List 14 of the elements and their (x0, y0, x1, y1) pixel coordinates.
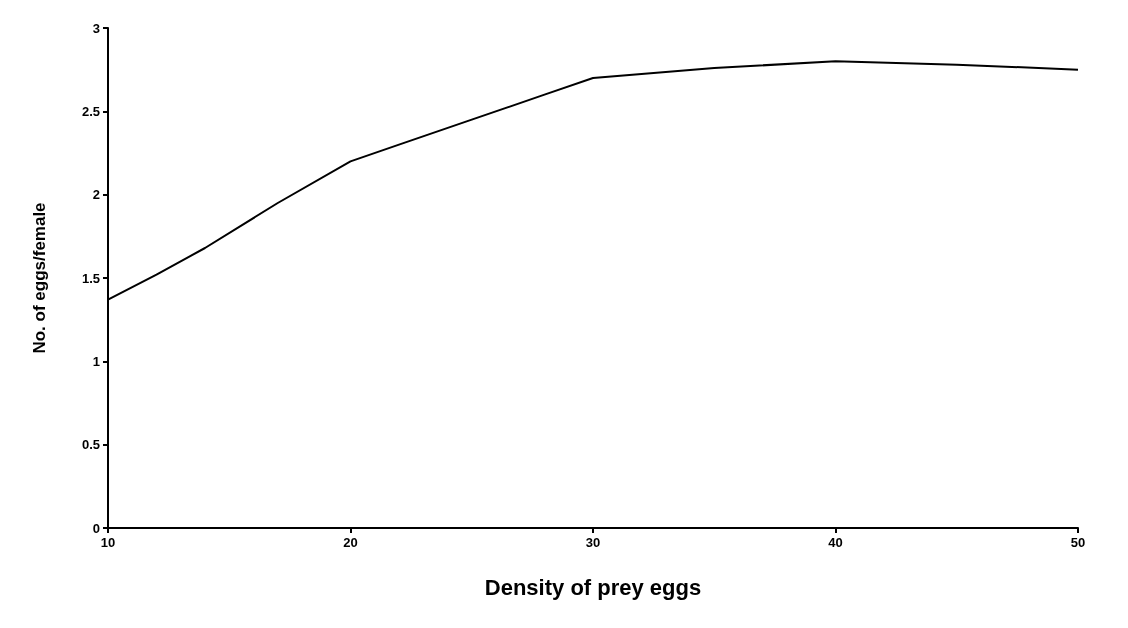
y-axis-title: No. of eggs/female (30, 202, 49, 354)
x-axis-title: Density of prey eggs (484, 574, 702, 600)
y-tick-label: 2.5 (81, 103, 100, 119)
x-tick-label: 10 (100, 535, 116, 550)
x-tick-label: 50 (1070, 535, 1086, 550)
x-tick-label: 30 (585, 535, 601, 550)
y-tick-label: 0.5 (81, 437, 100, 453)
y-tick-label: 1 (92, 353, 100, 369)
y-tick-label: 2 (92, 187, 100, 203)
y-tick-label: 3 (92, 20, 100, 36)
y-tick-label: 0 (92, 520, 100, 536)
x-tick-label: 20 (343, 535, 358, 550)
y-tick-label: 1.5 (81, 270, 100, 286)
x-tick-label: 40 (828, 535, 843, 550)
